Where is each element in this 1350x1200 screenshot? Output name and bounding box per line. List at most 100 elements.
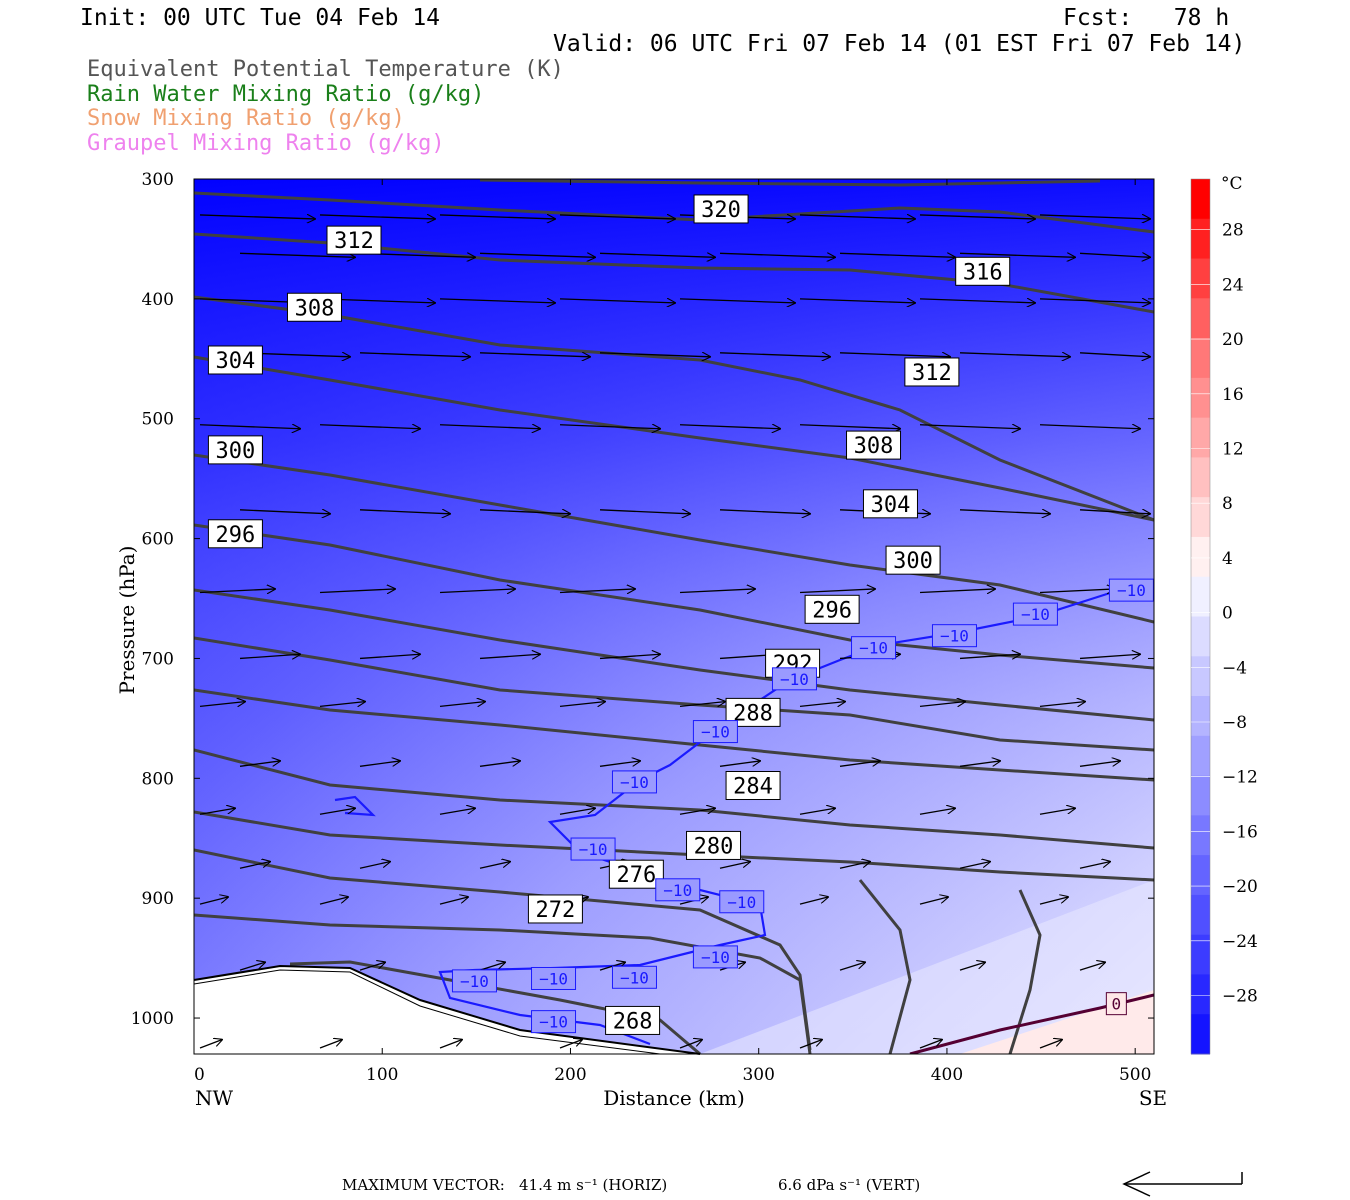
wind-vector	[959, 510, 1050, 514]
y-tick-label: 500	[142, 410, 174, 430]
theta-e-label: 296	[804, 594, 860, 624]
colorbar-label: 4	[1222, 549, 1233, 569]
wind-vector	[1079, 654, 1140, 658]
svg-text:280: 280	[694, 834, 734, 859]
svg-text:316: 316	[963, 260, 1003, 285]
theta-e-contour	[194, 748, 1154, 850]
colorbar-swatch	[1191, 934, 1210, 975]
zero-isotherm-label: 0	[1105, 992, 1127, 1016]
theta-e-contour	[194, 453, 1154, 624]
isotherm-label: −10	[655, 878, 701, 902]
wind-vector	[959, 862, 990, 869]
colorbar-swatch	[1191, 417, 1210, 458]
svg-text:−10: −10	[727, 893, 756, 912]
wind-vector	[799, 215, 915, 219]
colorbar-label: −8	[1222, 713, 1247, 733]
wind-vector	[239, 862, 270, 869]
colorbar-swatch	[1191, 298, 1210, 339]
wind-vector	[199, 808, 235, 815]
wind-vector	[1039, 425, 1140, 429]
svg-text:−10: −10	[539, 1013, 568, 1032]
colorbar-unit: °C	[1221, 174, 1243, 194]
colorbar-label: −28	[1222, 987, 1258, 1007]
svg-text:272: 272	[536, 898, 576, 923]
wind-vector	[799, 425, 900, 429]
theta-e-label: 308	[286, 292, 342, 322]
theta-e-label: 296	[207, 519, 263, 549]
svg-text:−10: −10	[620, 968, 649, 987]
svg-text:−10: −10	[620, 773, 649, 792]
wind-vector	[559, 1040, 582, 1049]
theta-e-contour	[194, 523, 1154, 670]
x-tick-label: 500	[1119, 1065, 1151, 1085]
svg-text:−10: −10	[780, 670, 809, 689]
isotherm-label: −10	[1108, 578, 1154, 602]
svg-text:−10: −10	[663, 881, 692, 900]
theta-e-contour	[1008, 889, 1042, 1054]
isotherm-label: −10	[851, 636, 897, 660]
wind-vector	[439, 299, 555, 303]
svg-text:312: 312	[912, 361, 952, 386]
wind-vector	[1039, 808, 1075, 815]
wind-vector	[479, 962, 505, 971]
wind-vector	[359, 353, 470, 357]
wind-vector	[679, 808, 715, 815]
colorbar-swatch	[1191, 258, 1210, 299]
reference-vector-icon	[1122, 1171, 1243, 1197]
x-tick-label: 300	[742, 1065, 774, 1085]
isotherm-label: −10	[531, 966, 577, 990]
wind-vector	[959, 962, 985, 971]
wind-vector	[239, 654, 300, 658]
wind-vector	[319, 897, 348, 905]
wind-vector	[559, 215, 675, 219]
theta-e-label: 280	[686, 830, 742, 860]
wind-vector	[319, 589, 395, 593]
svg-text:−10: −10	[579, 840, 608, 859]
wind-vector	[319, 702, 365, 708]
wind-vector	[959, 353, 1070, 357]
y-axis-label: Pressure (hPa)	[115, 546, 139, 695]
colorbar-label: −12	[1222, 768, 1258, 788]
x-tick-label: 100	[366, 1065, 398, 1085]
wind-vector	[1079, 862, 1110, 869]
wind-vector	[719, 353, 830, 357]
wind-vector	[799, 808, 835, 815]
y-tick-label: 600	[142, 530, 174, 550]
wind-vector	[479, 761, 520, 767]
wind-vector	[359, 510, 450, 514]
wind-vector	[839, 761, 880, 767]
theta-e-label: 300	[207, 435, 263, 465]
colorbar-swatch	[1191, 179, 1210, 220]
wind-vector	[559, 808, 595, 815]
max-vector-label: MAXIMUM VECTOR:	[342, 1176, 505, 1194]
theta-e-contour	[194, 913, 812, 1054]
colorbar-swatch	[1191, 576, 1210, 617]
wind-vector	[199, 425, 300, 429]
wind-vector	[199, 215, 315, 219]
wind-vector	[319, 1040, 342, 1049]
svg-text:−10: −10	[701, 723, 730, 742]
isotherm-label: −10	[692, 945, 738, 969]
nw-label: NW	[195, 1086, 234, 1110]
max-vector-vert: 6.6 dPa s⁻¹ (VERT)	[778, 1176, 921, 1194]
minus-10-isotherm	[334, 795, 376, 817]
colorbar-label: −20	[1222, 877, 1258, 897]
theta-e-labels: 3203163123123083083043043003002962962922…	[207, 194, 1011, 1035]
colorbar-label: 20	[1222, 330, 1244, 350]
isotherm-label: −10	[771, 667, 817, 691]
temperature-colorbar: 28 24 20 16 12 8 4 0 −4 −8 −12 −16 −20 −24 −28	[1190, 178, 1258, 1055]
wind-vector	[319, 808, 355, 815]
wind-vector	[599, 353, 710, 357]
svg-text:320: 320	[701, 198, 741, 223]
wind-vector	[919, 215, 1035, 219]
theta-e-contour	[194, 636, 1154, 752]
wind-vector	[439, 215, 555, 219]
isotherm-label: −10	[611, 965, 657, 989]
wind-vector	[719, 510, 810, 514]
wind-vector	[799, 897, 828, 905]
wind-vector	[919, 897, 948, 905]
isotherm-label: −10	[931, 624, 977, 648]
theta-e-label: 272	[527, 894, 583, 924]
legend-snow: Snow Mixing Ratio (g/kg)	[87, 106, 405, 131]
wind-vector	[919, 299, 1035, 303]
